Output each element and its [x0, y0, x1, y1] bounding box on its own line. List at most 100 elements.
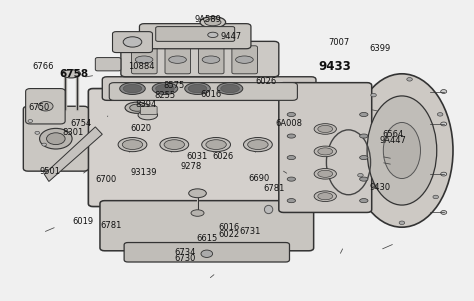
Ellipse shape [407, 78, 412, 81]
Ellipse shape [318, 126, 333, 132]
Ellipse shape [318, 193, 333, 200]
Text: 9278: 9278 [181, 162, 202, 171]
FancyBboxPatch shape [139, 24, 251, 49]
Ellipse shape [248, 140, 268, 150]
Ellipse shape [360, 177, 368, 181]
Ellipse shape [360, 113, 368, 116]
Ellipse shape [188, 84, 207, 93]
Text: 6026: 6026 [255, 77, 277, 86]
Text: 9501: 9501 [40, 167, 61, 176]
Ellipse shape [206, 140, 226, 150]
Ellipse shape [185, 83, 210, 95]
Ellipse shape [358, 173, 363, 177]
Ellipse shape [169, 56, 186, 63]
Ellipse shape [287, 199, 295, 203]
FancyBboxPatch shape [95, 57, 121, 71]
Polygon shape [44, 127, 102, 182]
Ellipse shape [399, 221, 405, 225]
Ellipse shape [441, 90, 447, 93]
FancyBboxPatch shape [88, 88, 330, 206]
Ellipse shape [152, 83, 178, 95]
Ellipse shape [433, 195, 438, 199]
Ellipse shape [351, 74, 453, 227]
Ellipse shape [367, 96, 437, 205]
Text: 9A589: 9A589 [195, 15, 222, 24]
Text: 9447: 9447 [221, 33, 242, 42]
Ellipse shape [244, 138, 272, 152]
Ellipse shape [62, 70, 81, 78]
Ellipse shape [318, 170, 333, 177]
Text: 6016: 6016 [201, 90, 222, 99]
Text: 6781: 6781 [264, 184, 285, 193]
Text: 6690: 6690 [249, 174, 270, 183]
Ellipse shape [201, 250, 213, 257]
Text: 6399: 6399 [369, 44, 391, 53]
Text: 6564: 6564 [383, 130, 404, 139]
Text: 6781: 6781 [100, 221, 121, 230]
FancyBboxPatch shape [100, 201, 314, 251]
Ellipse shape [314, 169, 337, 179]
Ellipse shape [205, 19, 221, 26]
Ellipse shape [318, 148, 333, 155]
Ellipse shape [189, 189, 206, 198]
Text: 7007: 7007 [328, 38, 350, 47]
Ellipse shape [39, 128, 72, 149]
Text: 6766: 6766 [32, 62, 54, 71]
FancyBboxPatch shape [132, 46, 157, 74]
Text: 6700: 6700 [95, 175, 117, 185]
Text: 6730: 6730 [174, 254, 196, 263]
Ellipse shape [217, 83, 243, 95]
FancyBboxPatch shape [23, 106, 88, 171]
Text: 6758: 6758 [59, 69, 88, 79]
Ellipse shape [264, 205, 273, 214]
Ellipse shape [125, 102, 149, 113]
Text: 6022: 6022 [218, 230, 239, 239]
Ellipse shape [208, 32, 218, 38]
Ellipse shape [287, 156, 295, 160]
Ellipse shape [38, 101, 53, 111]
Ellipse shape [441, 122, 447, 126]
Text: 6019: 6019 [72, 217, 93, 226]
Ellipse shape [155, 84, 174, 93]
Ellipse shape [200, 17, 226, 28]
Ellipse shape [160, 138, 189, 152]
Text: 6031: 6031 [186, 152, 207, 161]
Text: 8301: 8301 [63, 128, 84, 137]
FancyBboxPatch shape [199, 46, 224, 74]
Ellipse shape [438, 113, 443, 116]
Ellipse shape [191, 210, 204, 216]
FancyBboxPatch shape [279, 83, 372, 213]
FancyBboxPatch shape [165, 46, 191, 74]
FancyBboxPatch shape [155, 26, 235, 41]
Text: 9A447: 9A447 [380, 136, 407, 145]
FancyBboxPatch shape [232, 46, 257, 74]
Ellipse shape [135, 56, 153, 63]
Text: 8575: 8575 [164, 81, 185, 90]
FancyBboxPatch shape [109, 83, 297, 100]
Text: 6754: 6754 [71, 119, 92, 129]
FancyBboxPatch shape [121, 41, 279, 77]
Text: 6615: 6615 [196, 234, 218, 244]
FancyBboxPatch shape [124, 243, 290, 262]
Ellipse shape [118, 138, 147, 152]
Text: 6A008: 6A008 [275, 119, 302, 129]
Ellipse shape [138, 110, 157, 120]
Ellipse shape [221, 84, 239, 93]
Text: 6750: 6750 [28, 103, 49, 112]
FancyBboxPatch shape [102, 77, 316, 100]
Text: 6026: 6026 [212, 152, 234, 161]
Ellipse shape [130, 104, 145, 111]
Ellipse shape [164, 140, 184, 150]
Ellipse shape [314, 191, 337, 202]
Ellipse shape [314, 124, 337, 134]
Ellipse shape [42, 143, 46, 146]
Ellipse shape [35, 131, 39, 134]
Text: 6731: 6731 [239, 227, 261, 236]
Ellipse shape [46, 133, 65, 144]
Text: 93139: 93139 [131, 168, 157, 177]
Text: 8255: 8255 [155, 92, 175, 101]
FancyBboxPatch shape [112, 32, 153, 53]
Ellipse shape [120, 83, 145, 95]
Ellipse shape [314, 146, 337, 157]
Text: 9433: 9433 [318, 60, 351, 73]
